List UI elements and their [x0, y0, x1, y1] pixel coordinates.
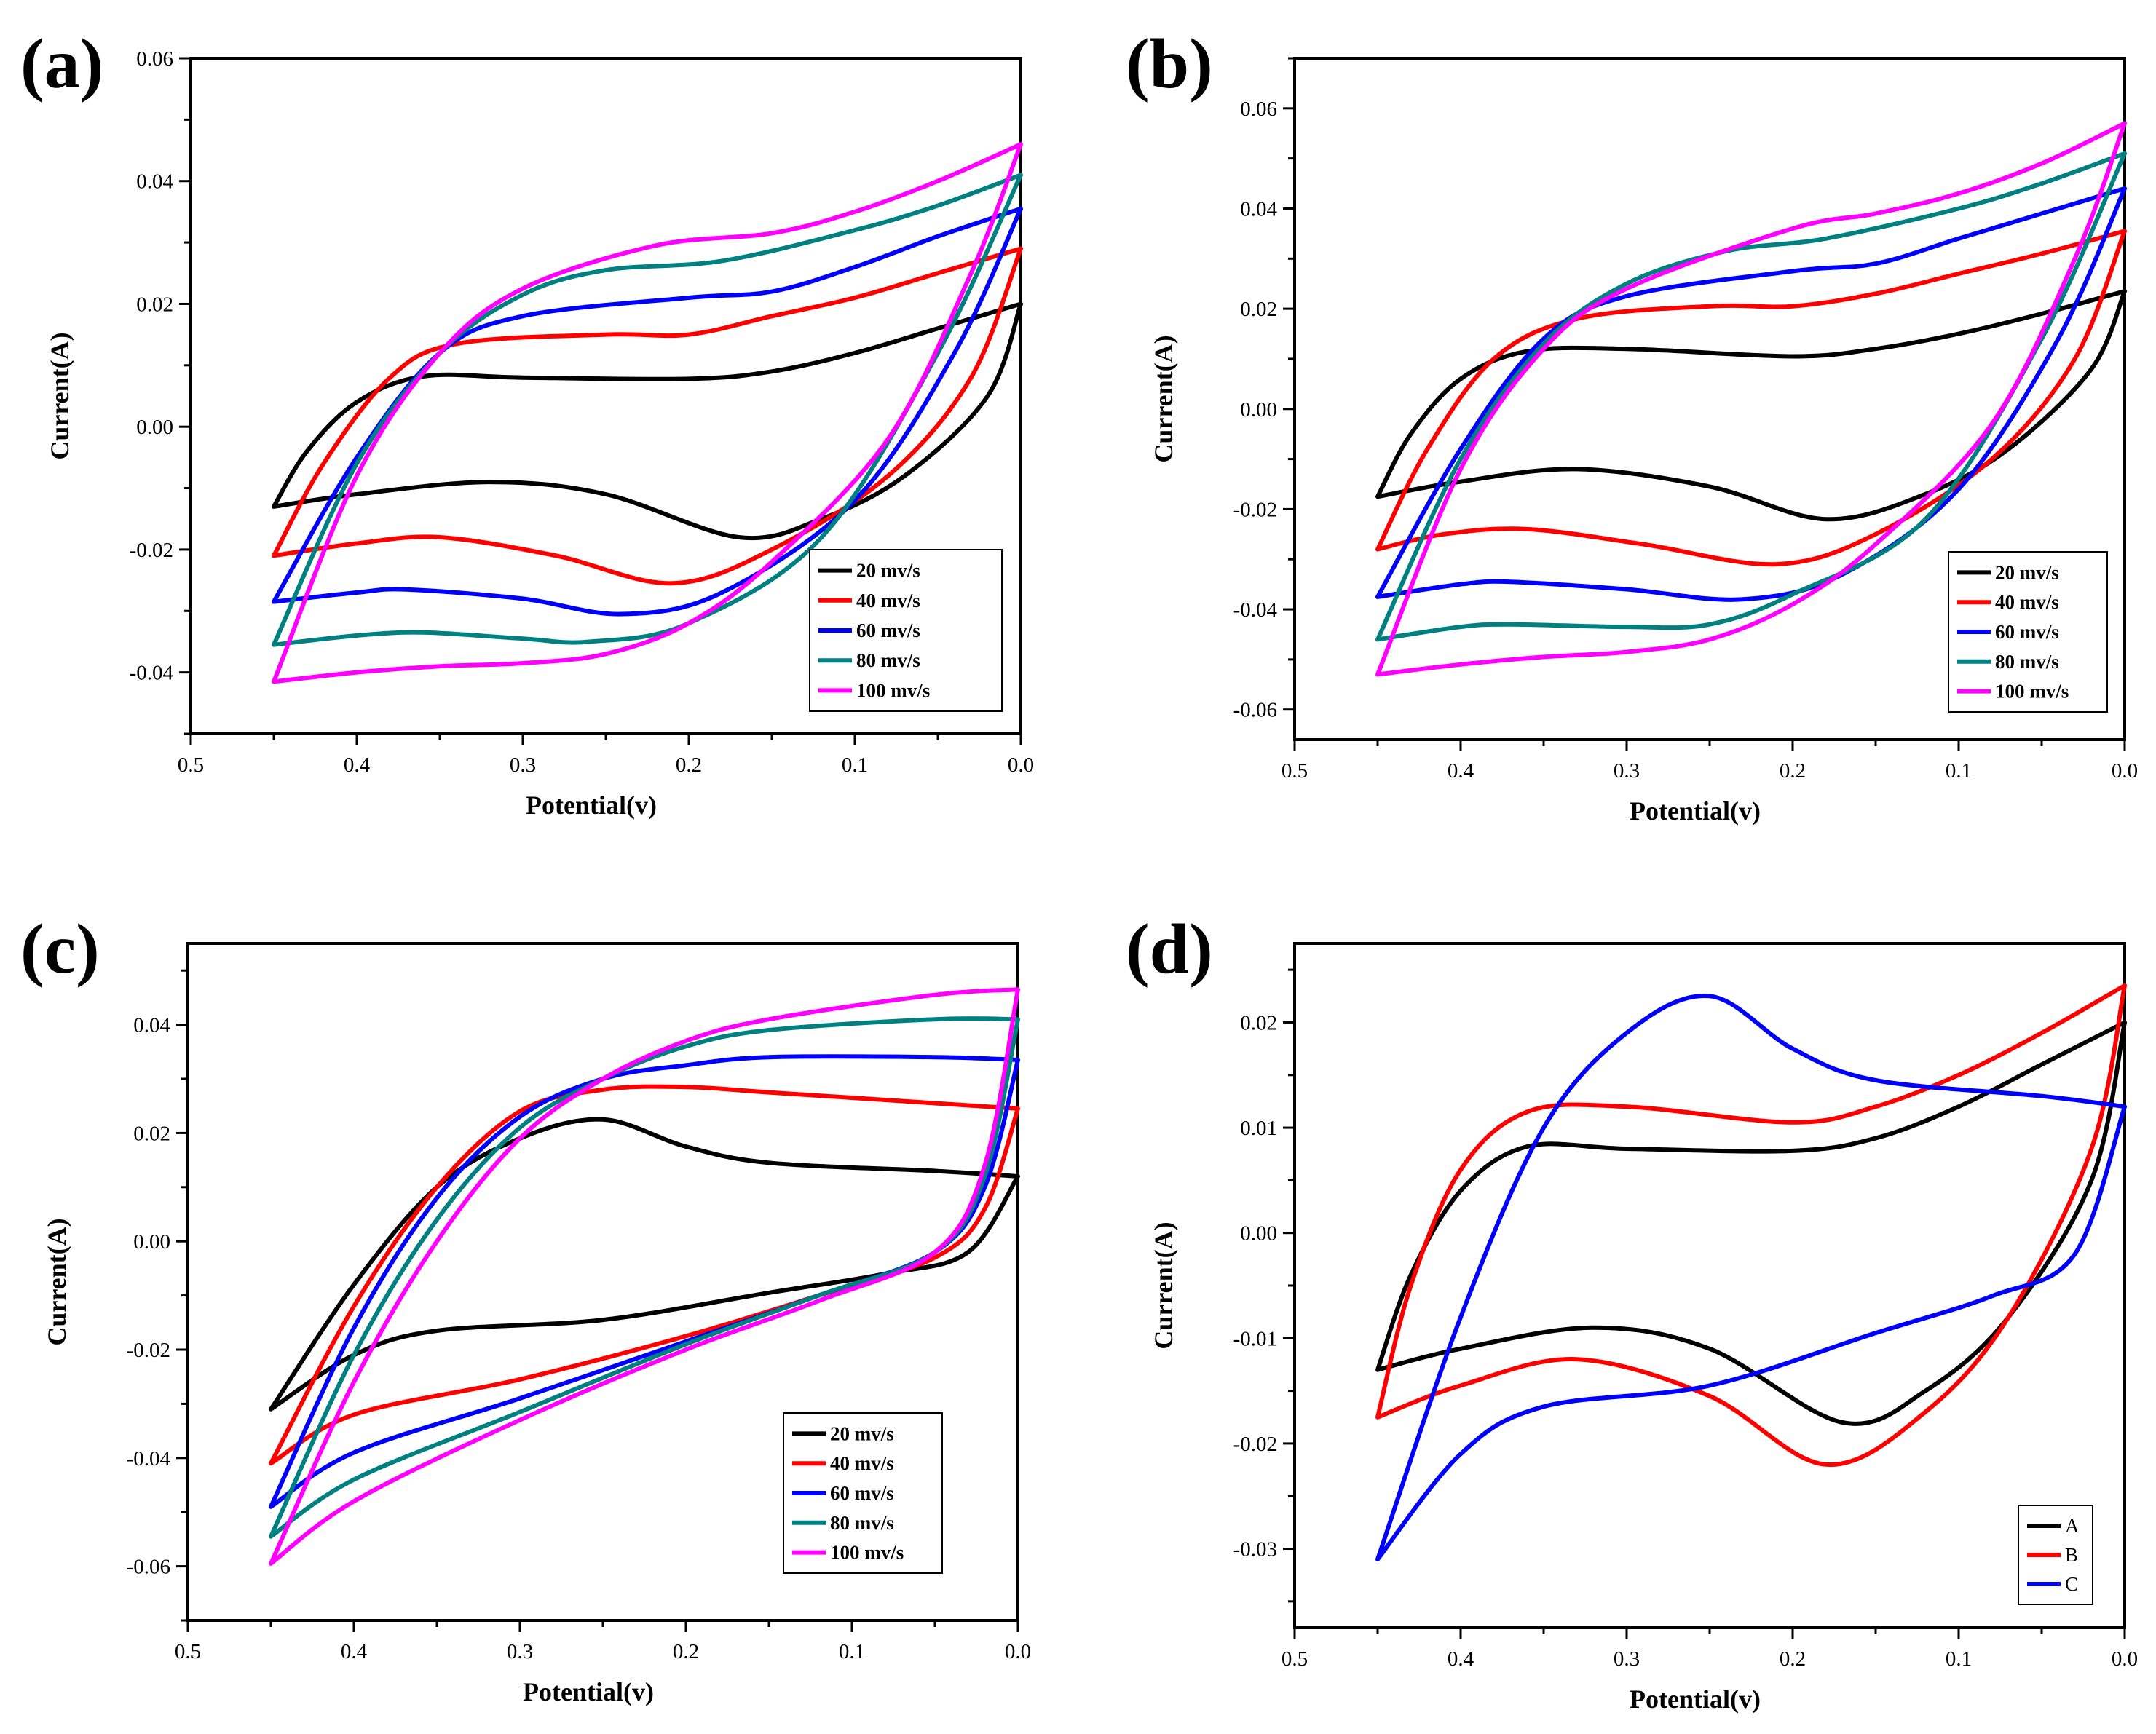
y-axis-title: Current(A): [1149, 335, 1178, 462]
x-tick-label: 0.3: [507, 1640, 533, 1663]
legend-label: 40 mv/s: [830, 1452, 894, 1474]
x-axis-title: Potential(v): [1630, 796, 1761, 826]
legend-label: 100 mv/s: [1995, 681, 2069, 702]
series-line-3: [269, 1054, 1020, 1509]
y-tick-label: -0.03: [1233, 1538, 1277, 1561]
y-tick-label: 0.04: [133, 1014, 170, 1037]
x-tick-label: 0.1: [839, 1640, 865, 1663]
cv-panel-3: (c) 0.5 0.4 0.3 0.2 0.1 0.0 -0.06 -0.04 -0.02 0.00…: [20, 910, 1031, 1706]
legend-label: 40 mv/s: [856, 590, 920, 611]
legend-label: 60 mv/s: [830, 1482, 894, 1504]
y-tick-label: 0.04: [1240, 197, 1277, 221]
x-tick-label: 0.1: [842, 753, 868, 777]
y-tick-label: 0.00: [1240, 398, 1277, 421]
y-tick-label: -0.01: [1233, 1327, 1277, 1350]
y-tick-label: -0.04: [130, 662, 174, 685]
series-line-2: [1375, 229, 2127, 567]
x-tick-label: 0.3: [1614, 1647, 1640, 1671]
legend-label: 80 mv/s: [830, 1512, 894, 1534]
y-tick-label: 0.01: [1240, 1117, 1277, 1140]
series-line-5: [1375, 121, 2127, 677]
legend-label: A: [2065, 1515, 2080, 1537]
legend-label: 20 mv/s: [1995, 561, 2059, 583]
y-tick-label: -0.04: [1233, 598, 1278, 622]
legend-label: C: [2065, 1573, 2078, 1595]
y-tick-label: 0.02: [133, 1122, 170, 1145]
legend-label: 60 mv/s: [856, 619, 920, 641]
y-tick-label: 0.00: [133, 1230, 170, 1254]
legend-label: B: [2065, 1544, 2078, 1566]
y-axis-title: Current(A): [42, 1218, 71, 1345]
x-tick-label: 0.0: [1008, 753, 1034, 777]
series-line-4: [269, 1016, 1020, 1539]
series-line-4: [1375, 151, 2127, 642]
series-line-2: [1375, 983, 2127, 1467]
x-tick-label: 0.4: [344, 753, 371, 777]
cv-panel-4: (d) 0.5 0.4 0.3 0.2 0.1 0.0 -0.03 -0.02 -0.01 0.00…: [1126, 910, 2138, 1714]
x-tick-label: 0.5: [1282, 1647, 1308, 1671]
y-axis-title: Current(A): [45, 332, 74, 459]
x-tick-label: 0.5: [1282, 759, 1308, 783]
x-axis-title: Potential(v): [1630, 1684, 1761, 1714]
x-tick-label: 0.4: [1448, 759, 1474, 783]
y-tick-label: -0.06: [127, 1556, 170, 1579]
y-tick-label: -0.02: [1233, 498, 1277, 521]
x-axis-title: Potential(v): [523, 1677, 654, 1706]
x-tick-label: 0.1: [1946, 1647, 1972, 1671]
legend-label: 80 mv/s: [856, 649, 920, 671]
legend-label: 20 mv/s: [856, 560, 920, 582]
x-tick-label: 0.2: [673, 1640, 699, 1663]
y-tick-label: 0.02: [1240, 298, 1277, 321]
plot-frame: [1293, 942, 2126, 1629]
y-tick-label: 0.04: [136, 170, 173, 194]
panel-label: (d): [1126, 910, 1213, 989]
series-line-3: [272, 206, 1023, 617]
panel-label: (a): [20, 25, 103, 103]
x-tick-label: 0.0: [2112, 1647, 2138, 1671]
series-line-1: [1375, 1020, 2127, 1426]
cv-panel-2: (b) 0.5 0.4 0.3 0.2 0.1 0.0 -0.06 -0.04 -0.02 0.00…: [1126, 25, 2138, 826]
legend-label: 20 mv/s: [830, 1422, 894, 1444]
y-tick-label: 0.00: [1240, 1222, 1277, 1246]
series-line-2: [269, 1084, 1020, 1466]
panel-label: (b): [1126, 25, 1213, 103]
y-tick-label: 0.06: [136, 47, 173, 71]
y-tick-label: 0.02: [1240, 1011, 1277, 1034]
x-tick-label: 0.3: [510, 753, 536, 777]
y-tick-label: -0.02: [130, 539, 173, 562]
legend-label: 100 mv/s: [830, 1542, 904, 1564]
y-tick-label: 0.06: [1240, 98, 1277, 121]
x-tick-label: 0.2: [1780, 759, 1806, 783]
series-line-5: [269, 987, 1020, 1566]
legend-label: 80 mv/s: [1995, 651, 2059, 673]
y-tick-label: -0.06: [1233, 699, 1277, 722]
x-tick-label: 0.5: [178, 753, 204, 777]
y-tick-label: -0.04: [127, 1447, 171, 1470]
series-line-3: [1375, 993, 2127, 1561]
panel-label: (c): [20, 910, 100, 989]
legend-label: 40 mv/s: [1995, 591, 2059, 613]
y-axis-title: Current(A): [1149, 1222, 1178, 1349]
x-tick-label: 0.4: [341, 1640, 368, 1663]
y-tick-label: -0.02: [1233, 1433, 1277, 1456]
x-tick-label: 0.0: [2112, 759, 2138, 783]
cv-panel-1: (a) 0.5 0.4 0.3 0.2 0.1 0.0 -0.04 -0.02 0.00 0.02 0…: [20, 25, 1034, 820]
series-line-4: [272, 173, 1023, 647]
legend-label: 100 mv/s: [856, 679, 930, 701]
y-tick-label: -0.02: [127, 1339, 170, 1362]
x-tick-label: 0.2: [1780, 1647, 1806, 1671]
series-line-1: [272, 301, 1023, 541]
series-line-5: [272, 142, 1023, 684]
legend-label: 60 mv/s: [1995, 621, 2059, 643]
x-axis-title: Potential(v): [526, 791, 657, 820]
x-tick-label: 0.2: [676, 753, 702, 777]
x-tick-label: 0.5: [175, 1640, 201, 1663]
x-tick-label: 0.4: [1448, 1647, 1474, 1671]
y-tick-label: 0.00: [136, 416, 173, 439]
y-tick-label: 0.02: [136, 293, 173, 316]
x-tick-label: 0.0: [1005, 1640, 1031, 1663]
x-tick-label: 0.1: [1946, 759, 1972, 783]
x-tick-label: 0.3: [1614, 759, 1640, 783]
